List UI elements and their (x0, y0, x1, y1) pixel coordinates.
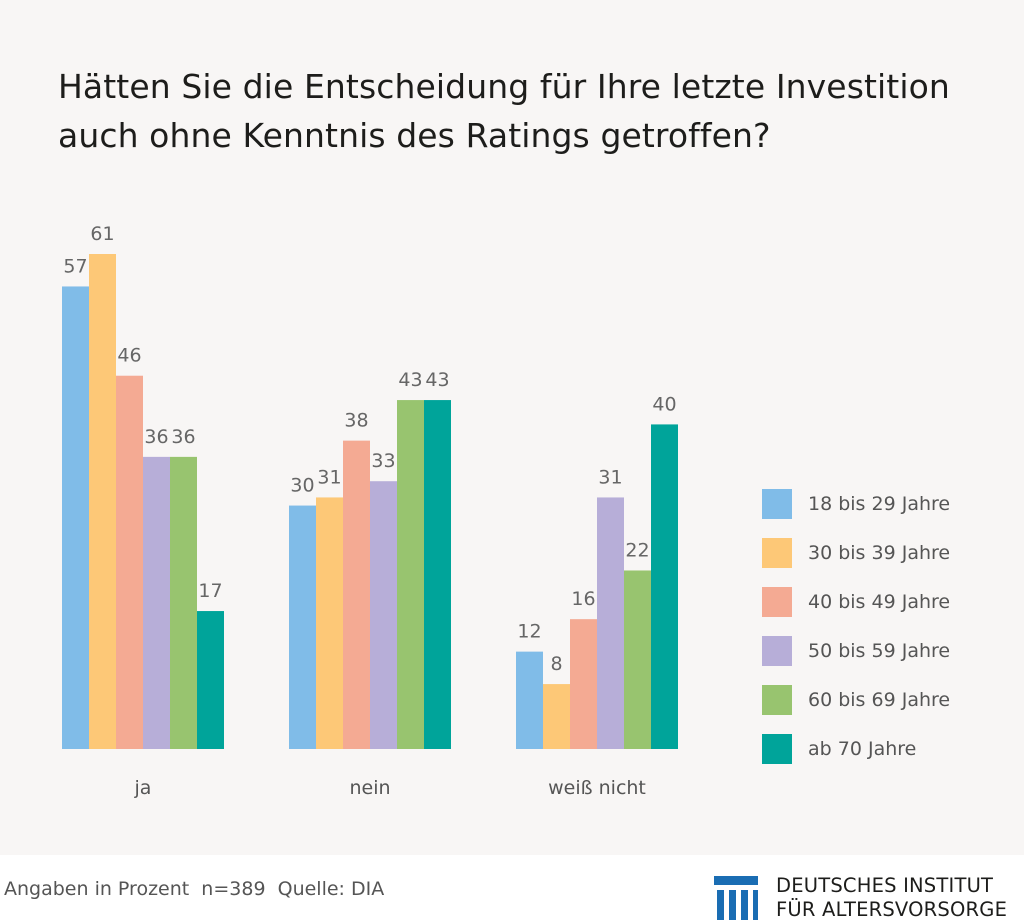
legend-item: 30 bis 39 Jahre (762, 528, 950, 577)
bar-wei-nicht-60-bis-69-jahre (624, 570, 651, 749)
footer-note: Angaben in Prozent n=389 Quelle: DIA (4, 878, 385, 900)
logo-pillar (753, 890, 758, 920)
bar-ja-40-bis-49-jahre (116, 375, 143, 749)
logo-pillar (741, 890, 748, 920)
logo-text-line-1: DEUTSCHES INSTITUT (776, 874, 994, 897)
bar-nein-ab-70-jahre (424, 400, 451, 749)
bar-value-label: 43 (425, 369, 449, 391)
legend-swatch (762, 733, 792, 764)
bar-ja-18-bis-29-jahre (62, 286, 89, 749)
bar-value-label: 57 (63, 255, 87, 277)
legend-label: 50 bis 59 Jahre (808, 639, 951, 662)
bar-value-label: 12 (517, 621, 541, 643)
bar-nein-40-bis-49-jahre (343, 440, 370, 749)
bar-value-label: 61 (90, 223, 114, 245)
bar-ja-30-bis-39-jahre (89, 254, 116, 749)
bar-ja-ab-70-jahre (197, 611, 224, 749)
legend-swatch (762, 586, 792, 617)
bar-value-label: 36 (171, 426, 195, 448)
bar-value-label: 46 (117, 345, 141, 367)
category-label-wei-nicht: weiß nicht (548, 777, 646, 799)
bar-wei-nicht-40-bis-49-jahre (570, 619, 597, 749)
logo-text: DEUTSCHES INSTITUT FÜR ALTERSVORSORGE (776, 874, 1007, 922)
institute-logo-icon (714, 876, 758, 920)
legend-item: ab 70 Jahre (762, 724, 950, 773)
logo-pillar (717, 890, 724, 920)
bar-ja-60-bis-69-jahre (170, 456, 197, 749)
legend-label: ab 70 Jahre (808, 737, 917, 760)
legend-swatch (762, 635, 792, 666)
legend-item: 18 bis 29 Jahre (762, 479, 950, 528)
legend-label: 40 bis 49 Jahre (808, 590, 951, 613)
logo-text-line-2: FÜR ALTERSVORSORGE (776, 898, 1008, 921)
bar-value-label: 38 (344, 410, 368, 432)
legend-item: 60 bis 69 Jahre (762, 675, 950, 724)
bar-value-label: 36 (144, 426, 168, 448)
bar-value-label: 22 (625, 539, 649, 561)
chart-title-line-1: Hätten Sie die Entscheidung für Ihre let… (58, 67, 950, 106)
logo-bar-top (714, 876, 758, 885)
bar-ja-50-bis-59-jahre (143, 456, 170, 749)
bar-value-label: 16 (571, 588, 595, 610)
legend-label: 18 bis 29 Jahre (808, 492, 951, 515)
bar-group (62, 254, 678, 749)
bar-nein-30-bis-39-jahre (316, 497, 343, 749)
legend-item: 50 bis 59 Jahre (762, 626, 950, 675)
bar-value-label: 40 (652, 393, 676, 415)
legend-swatch (762, 488, 792, 519)
bar-value-label: 31 (317, 466, 341, 488)
bar-nein-18-bis-29-jahre (289, 505, 316, 749)
bar-value-label: 31 (598, 466, 622, 488)
bar-value-label: 17 (198, 580, 222, 602)
bar-wei-nicht-30-bis-39-jahre (543, 684, 570, 749)
chart-title: Hätten Sie die Entscheidung für Ihre let… (58, 62, 998, 160)
bar-wei-nicht-18-bis-29-jahre (516, 651, 543, 749)
category-label-nein: nein (349, 777, 390, 799)
category-labels: ja nein weiß nicht (134, 777, 646, 799)
chart-title-line-2: auch ohne Kenntnis des Ratings getroffen… (58, 116, 771, 155)
bar-nein-60-bis-69-jahre (397, 400, 424, 749)
legend-swatch (762, 684, 792, 715)
bar-wei-nicht-ab-70-jahre (651, 424, 678, 749)
bar-value-label: 8 (550, 653, 562, 675)
bar-value-label: 33 (371, 450, 395, 472)
legend-item: 40 bis 49 Jahre (762, 577, 950, 626)
legend-label: 30 bis 39 Jahre (808, 541, 951, 564)
bar-wei-nicht-50-bis-59-jahre (597, 497, 624, 749)
legend-swatch (762, 537, 792, 568)
bar-value-label: 43 (398, 369, 422, 391)
logo-pillar (729, 890, 736, 920)
legend-label: 60 bis 69 Jahre (808, 688, 951, 711)
category-label-ja: ja (134, 777, 152, 799)
bar-nein-50-bis-59-jahre (370, 481, 397, 749)
legend: 18 bis 29 Jahre 30 bis 39 Jahre 40 bis 49 … (762, 479, 950, 773)
dia-logo: DEUTSCHES INSTITUT FÜR ALTERSVORSORGE (712, 874, 1017, 922)
bar-value-label: 30 (290, 475, 314, 497)
